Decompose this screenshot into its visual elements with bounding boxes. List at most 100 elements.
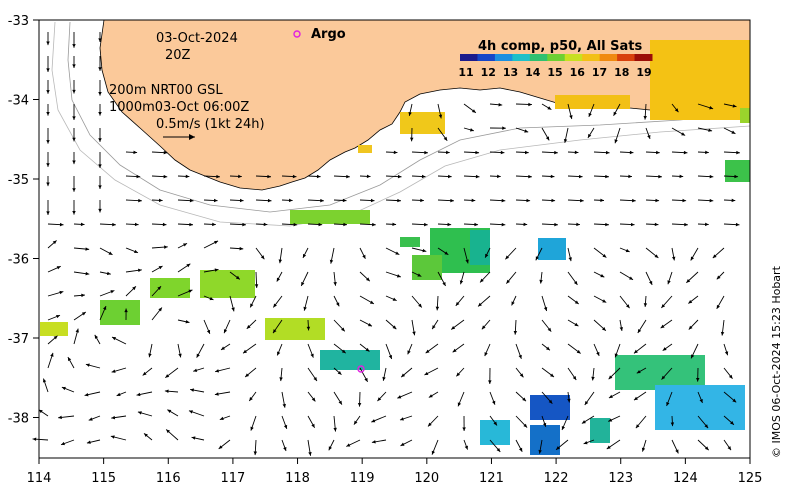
current-arrow-head [136,174,141,179]
current-arrow-head [452,348,457,353]
x-axis-longitude: 114 115 116 117 118 119 120 121 122 123 124 125 [27,458,762,486]
current-arrow-head [614,353,619,358]
current-arrow-head [643,303,648,307]
current-arrow-head [189,198,194,203]
current-arrow-head [443,136,448,141]
current-arrow-head [214,392,219,396]
current-arrow-head [366,174,371,179]
current-arrow-head [337,370,342,375]
current-arrow-head [216,174,220,179]
current-arrow-head [245,373,250,378]
current-arrow-head [333,281,337,286]
current-arrow-head [519,373,524,378]
y-axis-latitude: -33 -34 -35 -36 -37 -38 [8,14,39,427]
current-arrow-head [310,353,314,358]
current-arrow-head [425,349,430,354]
current-arrow-head [563,138,568,143]
y-tick-label: -38 [8,412,29,427]
current-arrow-head [311,397,316,402]
current-arrow-head [273,303,277,308]
current-arrow-head [451,325,456,330]
current-arrow-head [209,296,214,301]
current-arrow-head [731,130,736,134]
current-arrow-head [735,222,740,227]
current-arrow-head [157,286,162,291]
current-arrow-head [602,253,607,258]
current-arrow-head [554,222,558,227]
colorbar-segment [547,54,566,61]
current-arrow-head [110,435,115,439]
colorbar-segment [617,54,636,61]
current-arrow-head [336,302,340,307]
x-tick-label: 120 [414,471,439,486]
colorbar-segment [599,54,618,61]
current-arrow-head [523,222,528,227]
current-arrow-head [497,174,501,179]
current-arrow-head [523,423,528,428]
current-arrow-head [250,426,254,431]
colorbar-tick-label: 18 [614,66,629,79]
current-arrow-head [186,263,191,268]
current-arrow-head [705,222,709,227]
current-arrow-head [506,279,510,284]
current-arrow-head [365,347,370,352]
current-arrow-head [654,222,659,227]
current-arrow-head [81,293,85,298]
current-arrow-head [392,222,397,227]
current-arrow-head [556,446,560,450]
current-arrow-head [185,320,190,324]
current-arrow-head [276,277,281,282]
current-arrow-head [158,198,163,203]
map-date: 03-Oct-2024 [156,31,238,46]
current-arrow-head [716,304,721,309]
current-arrow-head [412,331,416,336]
colorbar-segment [529,54,548,61]
current-arrow-head [407,350,411,355]
current-arrow-head [98,208,102,213]
current-arrow-head [132,286,136,291]
scale-label: 0.5m/s (1kt 24h) [156,117,265,132]
current-arrow-head [548,399,553,404]
current-arrow-head [279,377,283,382]
sst-patches [40,40,750,455]
current-arrow-head [137,411,142,415]
current-arrow-head [699,398,703,403]
current-arrow-head [649,280,653,285]
current-arrow-head [600,198,604,203]
current-arrow-head [338,400,342,405]
current-arrow-head [705,150,709,155]
current-arrow-head [316,174,321,179]
current-arrow-head [716,275,721,280]
argo-float-marker [357,365,365,373]
current-arrow-head [602,327,606,331]
current-arrow-head [377,397,382,402]
current-arrow-head [600,274,605,278]
current-arrow-head [688,299,693,304]
current-arrow-head [661,375,666,380]
current-arrow-head [397,174,402,179]
current-arrow-head [388,354,393,359]
current-arrow-head [427,422,432,427]
current-arrow-head [455,301,460,306]
current-arrow-head [484,352,488,357]
current-arrow-head [371,440,376,444]
current-arrow-head [328,446,332,451]
current-arrow-head [183,243,188,247]
current-arrow-head [475,174,480,179]
current-arrow-head [583,440,588,445]
current-arrow-head [704,446,709,451]
current-arrow-head [148,353,152,358]
current-arrow-head [189,222,193,227]
x-tick-label: 116 [156,471,181,486]
current-arrow-head [658,174,662,179]
current-arrow-head [46,90,50,94]
y-tick-label: -35 [8,173,29,188]
current-arrow-head [709,174,714,179]
current-arrow-head [260,255,265,260]
current-arrow-head [392,297,397,301]
current-arrow-head [637,329,642,334]
current-arrow-head [734,174,739,179]
map-frame [38,19,751,459]
current-arrow-head [465,259,469,264]
current-arrow-head [629,276,634,280]
